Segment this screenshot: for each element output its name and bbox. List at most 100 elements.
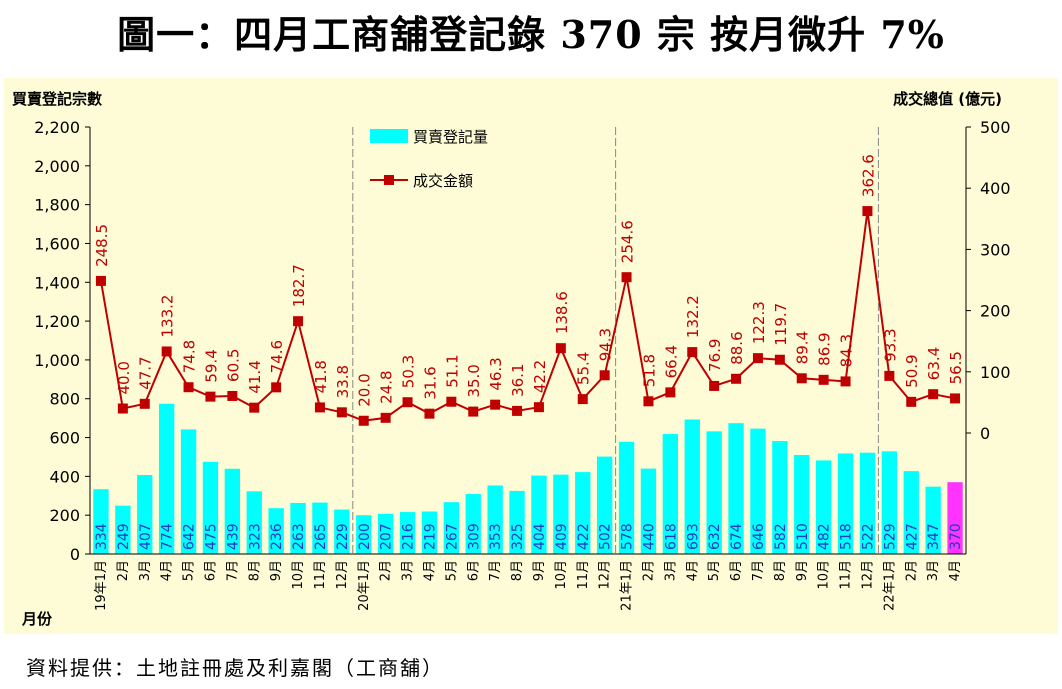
bar [312, 502, 328, 554]
line-value-label: 47.7 [137, 356, 155, 389]
line-value-label: 66.4 [662, 345, 680, 378]
x-tick-label: 8月 [247, 560, 262, 581]
bar-value-label: 267 [444, 523, 460, 550]
x-tick-label: 21年1月 [620, 560, 635, 611]
bar [443, 502, 460, 554]
bar [465, 494, 481, 554]
bar-value-label: 774 [160, 523, 176, 550]
line-marker [358, 415, 369, 426]
bar-value-label: 693 [685, 523, 701, 550]
line-marker [139, 398, 150, 409]
bar [728, 423, 744, 554]
bar-value-label: 522 [860, 523, 876, 550]
x-tick-label: 5月 [707, 560, 722, 581]
line-marker [752, 353, 763, 364]
line-value-label: 40.0 [115, 361, 133, 394]
left-tick-label: 0 [70, 545, 80, 564]
left-tick-label: 200 [49, 506, 80, 525]
bar-value-label: 325 [510, 523, 526, 550]
x-tick-label: 19年1月 [94, 560, 109, 611]
line-marker [599, 370, 610, 381]
x-tick-label: 12月 [335, 560, 350, 590]
bar-value-label: 582 [773, 523, 789, 550]
line-marker [314, 402, 325, 413]
bar [356, 515, 372, 554]
left-tick-label: 1,400 [34, 273, 80, 292]
line-marker [906, 396, 917, 407]
x-tick-label: 10月 [817, 560, 832, 590]
legend: 買賣登記量 成交金額 [370, 128, 488, 190]
line-marker [424, 408, 435, 419]
bar [575, 472, 591, 554]
x-tick-label: 3月 [138, 560, 153, 581]
left-tick-label: 1,600 [34, 234, 80, 253]
line-value-label: 93.3 [881, 328, 899, 361]
x-tick-label: 9月 [269, 560, 284, 581]
bar [772, 441, 788, 554]
bar-value-label: 216 [401, 523, 417, 550]
line-value-label: 31.6 [421, 366, 439, 399]
bar [684, 419, 700, 554]
left-tick-label: 400 [49, 467, 80, 486]
right-tick-label: 100 [980, 363, 1011, 382]
line-value-label: 76.9 [706, 339, 724, 372]
x-tick-label: 6月 [466, 560, 481, 581]
bar-value-label: 207 [379, 523, 395, 550]
bar [509, 490, 525, 554]
line-marker [249, 402, 260, 413]
bar [947, 482, 963, 554]
line-marker [205, 391, 216, 402]
bar [706, 431, 722, 554]
left-tick-label: 2,000 [34, 157, 80, 176]
bar [202, 461, 219, 554]
x-tick-label: 2月 [116, 560, 131, 581]
bar-value-label: 353 [488, 523, 504, 550]
line-value-label: 132.2 [684, 295, 702, 338]
x-tick-label: 8月 [773, 560, 788, 581]
left-axis-title: 買賣登記宗數 [12, 90, 102, 108]
line-marker [380, 412, 391, 423]
bar-value-label: 618 [663, 523, 679, 550]
left-tick-label: 600 [49, 429, 80, 448]
bar [399, 512, 416, 554]
line-marker [884, 370, 895, 381]
x-tick-label: 9月 [532, 560, 547, 581]
bar-value-label: 404 [532, 523, 548, 550]
x-tick-label: 7月 [488, 560, 503, 581]
line-marker [446, 396, 457, 407]
bar [596, 456, 613, 554]
line-marker [227, 390, 238, 401]
bar-value-label: 632 [707, 523, 723, 550]
x-tick-label: 11月 [576, 560, 591, 590]
line-value-label: 36.1 [509, 364, 527, 397]
legend-bar-swatch [370, 129, 408, 143]
bar-value-label: 370 [948, 523, 964, 550]
line-value-label: 46.3 [487, 357, 505, 390]
bar-series: 334 249 407 774 642 475 439 323 236 263 265 229 200 2… [93, 403, 964, 554]
x-tick-label: 2月 [904, 560, 919, 581]
bar [137, 475, 153, 554]
bar-value-label: 440 [641, 523, 657, 550]
line-value-label: 133.2 [159, 295, 177, 338]
line-value-label: 59.4 [202, 349, 220, 382]
line-marker [336, 407, 347, 418]
right-tick-label: 300 [980, 240, 1011, 259]
line-value-label: 50.9 [903, 354, 921, 387]
left-tick-label: 2,200 [34, 118, 80, 137]
line-value-label: 84.3 [838, 334, 856, 367]
line-value-label: 88.6 [728, 331, 746, 364]
line-marker [687, 347, 698, 358]
line-value-label: 56.5 [947, 351, 965, 384]
bar-value-label: 518 [839, 523, 855, 550]
bar [640, 468, 657, 554]
line-value-label: 74.8 [181, 340, 199, 373]
x-tick-label: 11月 [839, 560, 854, 590]
x-tick-label: 3月 [401, 560, 416, 581]
bar-value-label: 529 [882, 523, 898, 550]
line-marker [577, 394, 588, 405]
line-value-label: 50.3 [400, 355, 418, 388]
axes-layer: 0 200 400 600 800 1,000 1,200 1,400 1,600 1,800 2,… [34, 118, 1010, 611]
right-tick-label: 500 [980, 118, 1011, 137]
left-tick-label: 1,200 [34, 312, 80, 331]
